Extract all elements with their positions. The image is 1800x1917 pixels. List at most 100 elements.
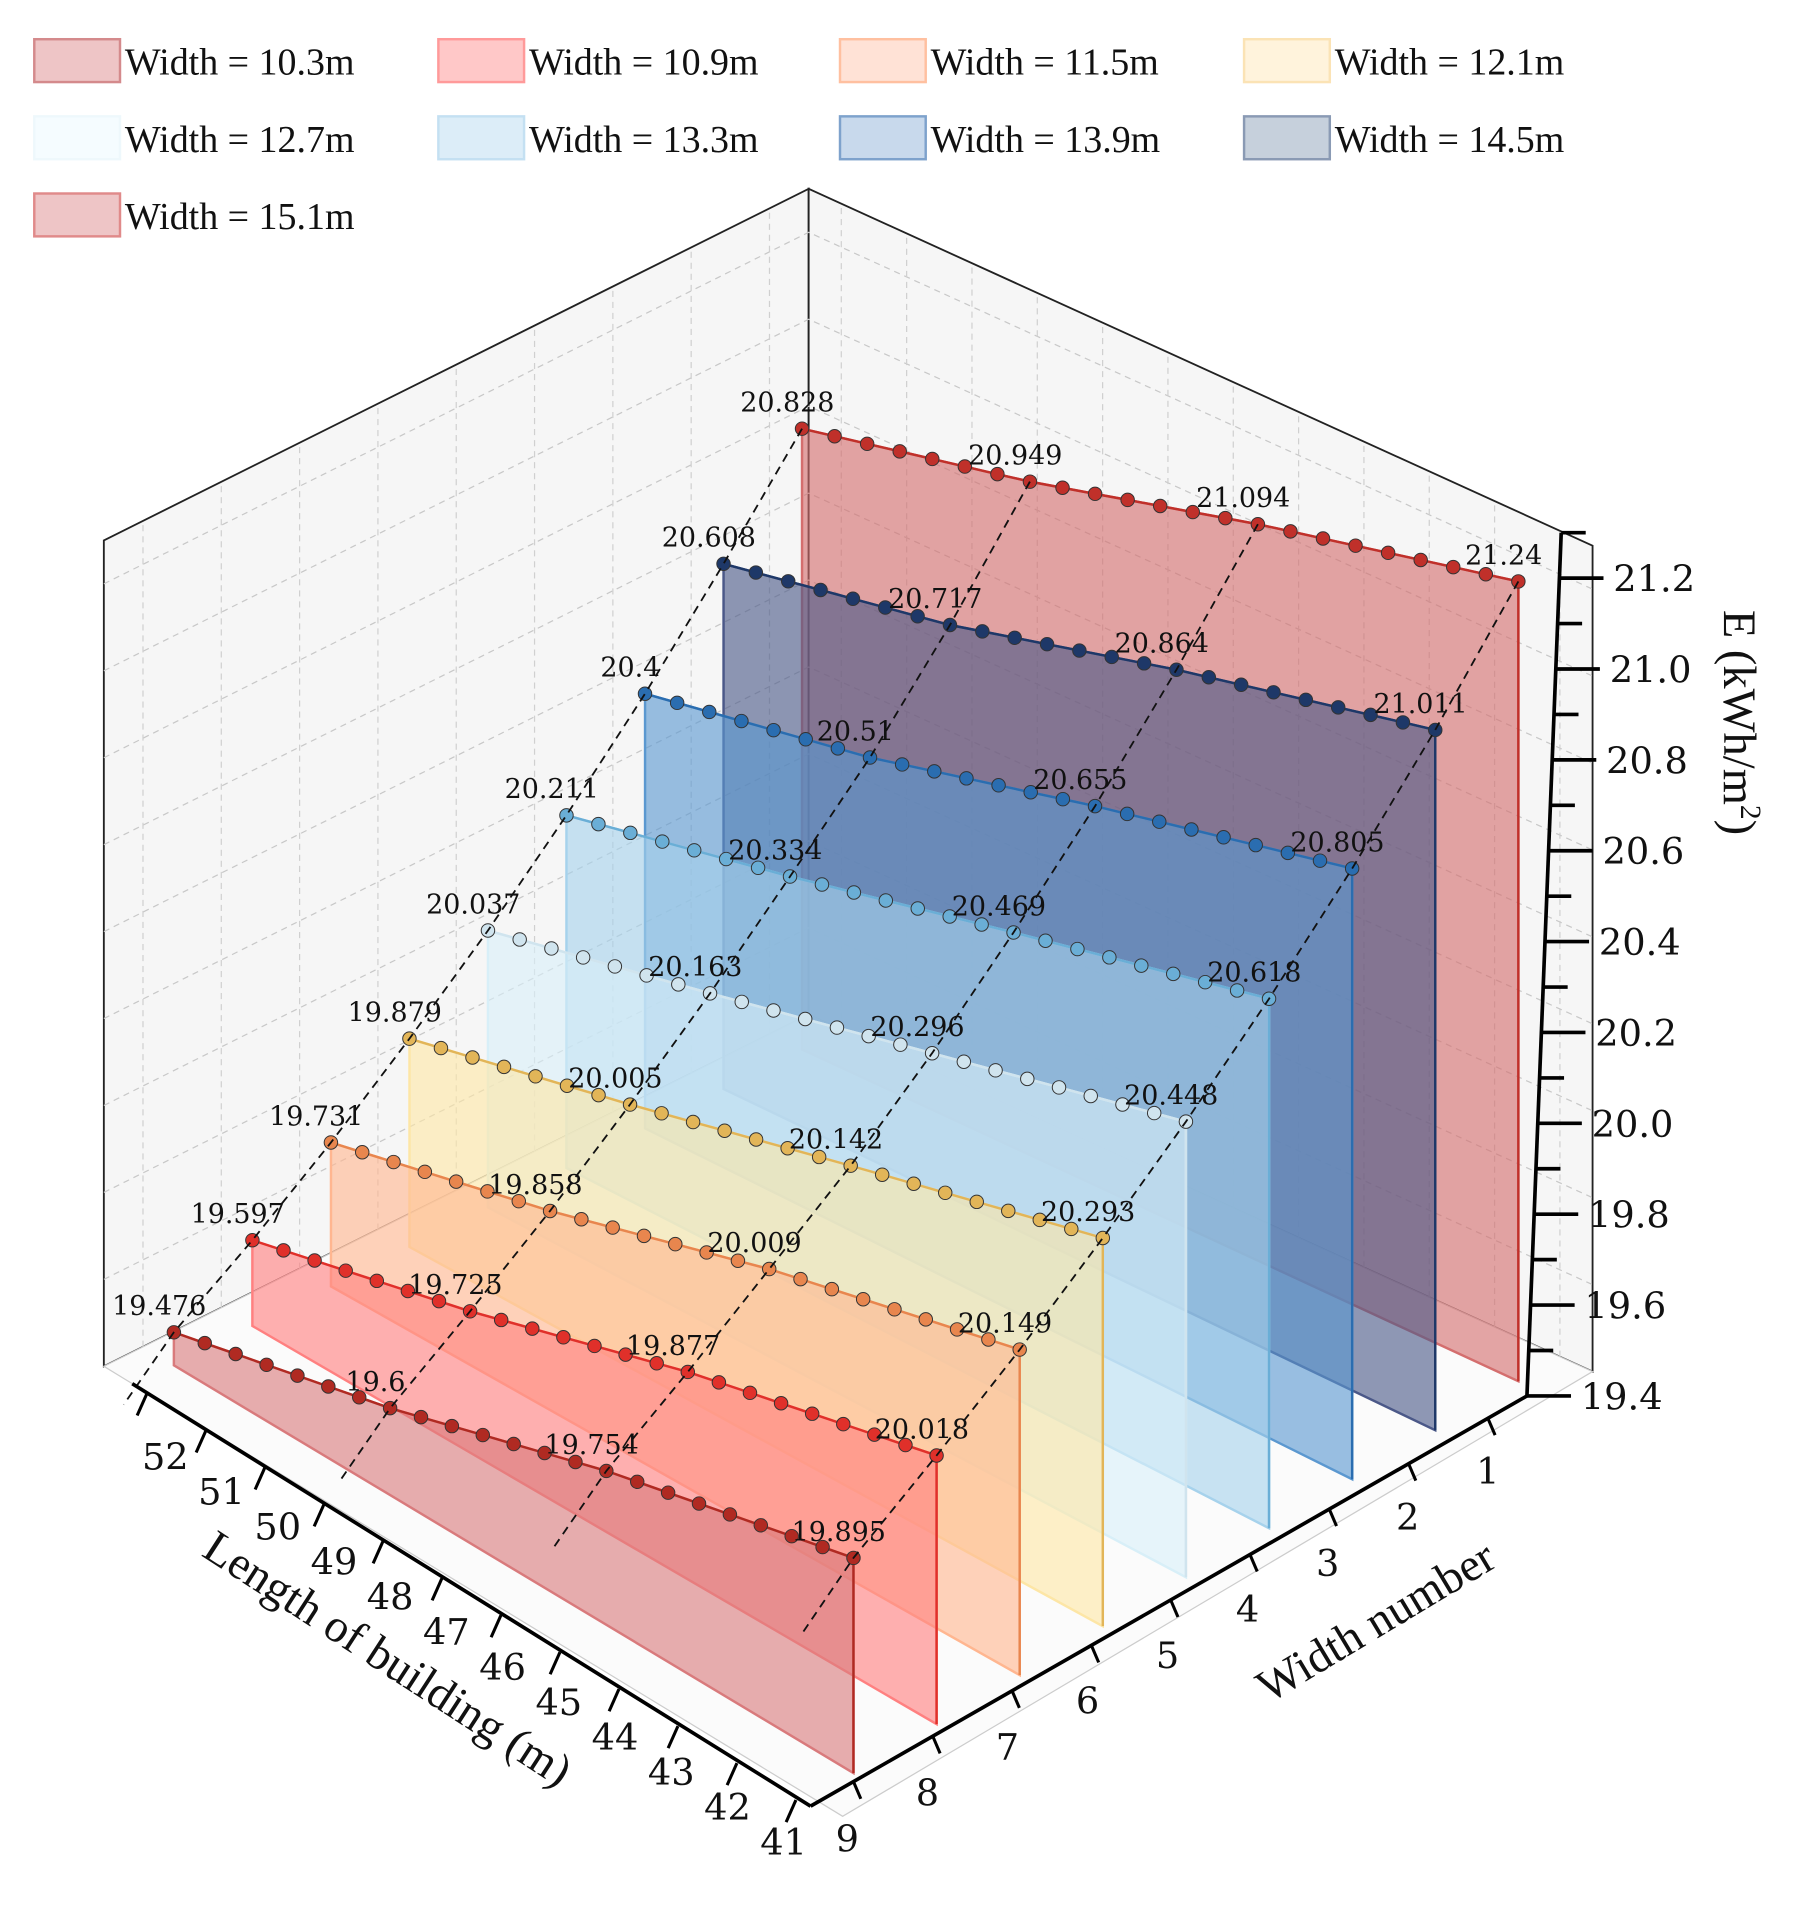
data-point	[827, 429, 842, 444]
data-point	[321, 1379, 336, 1394]
data-point	[845, 591, 861, 607]
data-point	[766, 722, 781, 738]
legend-label: Width = 12.7m	[125, 119, 355, 161]
data-point	[1298, 692, 1314, 708]
data-point	[798, 732, 813, 747]
x-tick-label: 42	[704, 1786, 751, 1829]
data-label: 20.211	[505, 774, 599, 805]
x-tick	[607, 1688, 621, 1712]
data-point	[637, 686, 653, 701]
data-point	[748, 565, 764, 580]
z-tick-label: 19.8	[1588, 1194, 1670, 1237]
data-point	[618, 1347, 633, 1362]
data-point	[861, 1028, 876, 1044]
data-point	[862, 750, 878, 765]
x-axis-line	[131, 1382, 812, 1808]
data-point	[556, 1330, 571, 1345]
y-tick	[1010, 1690, 1021, 1709]
data-point	[369, 1273, 385, 1289]
data-label: 19.858	[488, 1170, 582, 1201]
x-tick-label: 46	[479, 1646, 526, 1689]
data-point	[511, 1193, 526, 1209]
legend-item: Width = 13.9m	[838, 115, 1160, 161]
legend-label: Width = 11.5m	[931, 42, 1159, 84]
data-point	[1007, 630, 1022, 646]
legend-label: Width = 10.3m	[125, 42, 355, 84]
data-point	[605, 1220, 620, 1235]
data-point	[1229, 983, 1245, 998]
data-point	[1055, 480, 1070, 495]
x-tick-label: 47	[423, 1611, 470, 1654]
data-point	[639, 968, 654, 983]
data-label: 20.805	[1290, 827, 1384, 858]
y-tick-label: 3	[1316, 1542, 1339, 1585]
x-tick-label: 45	[535, 1681, 582, 1724]
x-tick-label: 41	[760, 1821, 807, 1864]
data-point	[773, 1396, 789, 1411]
legend-item: Width = 10.9m	[437, 37, 759, 84]
data-point	[1070, 941, 1085, 957]
data-point	[413, 1409, 429, 1425]
data-label: 19.6	[345, 1367, 405, 1398]
data-label: 20.163	[648, 952, 742, 983]
data-point	[1233, 677, 1249, 693]
data-point	[878, 600, 893, 615]
y-tick	[1089, 1644, 1101, 1664]
data-point	[1280, 845, 1296, 861]
data-label: 20.009	[707, 1228, 801, 1259]
x-tick	[430, 1577, 444, 1601]
data-point	[829, 1020, 845, 1035]
data-point	[338, 1263, 353, 1278]
series-group	[166, 421, 1526, 1776]
data-label: 20.51	[817, 716, 894, 747]
z-tick-label: 20.4	[1599, 921, 1681, 964]
data-point	[867, 1427, 882, 1442]
data-label: 20.142	[789, 1125, 883, 1156]
data-point	[937, 1185, 953, 1201]
data-point	[794, 421, 810, 436]
x-tick-label: 52	[142, 1435, 189, 1478]
y-axis-title: Width number	[1248, 1531, 1505, 1713]
data-point	[630, 1474, 645, 1490]
z-tick-label: 20.6	[1602, 830, 1684, 873]
data-point	[587, 1338, 602, 1354]
legend-swatch	[437, 115, 526, 161]
data-point	[512, 932, 527, 947]
y-tick-label: 1	[1476, 1450, 1499, 1493]
data-point	[1020, 1071, 1035, 1087]
x-tick-label: 43	[648, 1751, 695, 1794]
x-tick-label: 48	[367, 1576, 414, 1619]
data-label: 20.334	[728, 835, 822, 866]
data-point	[1250, 516, 1266, 532]
data-label: 20.005	[568, 1063, 662, 1094]
data-point	[718, 851, 734, 867]
dashed-guide-lines	[122, 428, 1520, 1637]
z-axis-title: E (kWh/m2)	[1713, 610, 1766, 835]
z-tick-label: 19.4	[1581, 1375, 1663, 1418]
x-tick	[194, 1429, 208, 1454]
data-point	[433, 1040, 449, 1056]
data-label: 21.011	[1373, 689, 1467, 720]
data-point	[956, 1054, 972, 1069]
data-label: 20.618	[1207, 958, 1301, 989]
data-label: 21.24	[1465, 540, 1542, 571]
data-label: 19.731	[269, 1101, 363, 1132]
legend-swatch	[33, 192, 122, 238]
data-point	[887, 1302, 902, 1317]
x-tick	[135, 1392, 149, 1417]
data-point	[307, 1253, 322, 1268]
data-label: 20.293	[1041, 1197, 1135, 1228]
z-tick-label: 20.2	[1595, 1012, 1677, 1055]
data-point	[1152, 814, 1167, 829]
data-label: 20.608	[662, 523, 756, 554]
y-tick	[1486, 1417, 1497, 1436]
data-point	[753, 1518, 769, 1533]
z-tick-label: 20.0	[1592, 1103, 1674, 1146]
data-point	[815, 1539, 830, 1555]
data-label: 20.864	[1115, 629, 1209, 660]
data-point	[1120, 492, 1135, 508]
data-point	[711, 1375, 727, 1390]
data-point	[1038, 933, 1053, 948]
